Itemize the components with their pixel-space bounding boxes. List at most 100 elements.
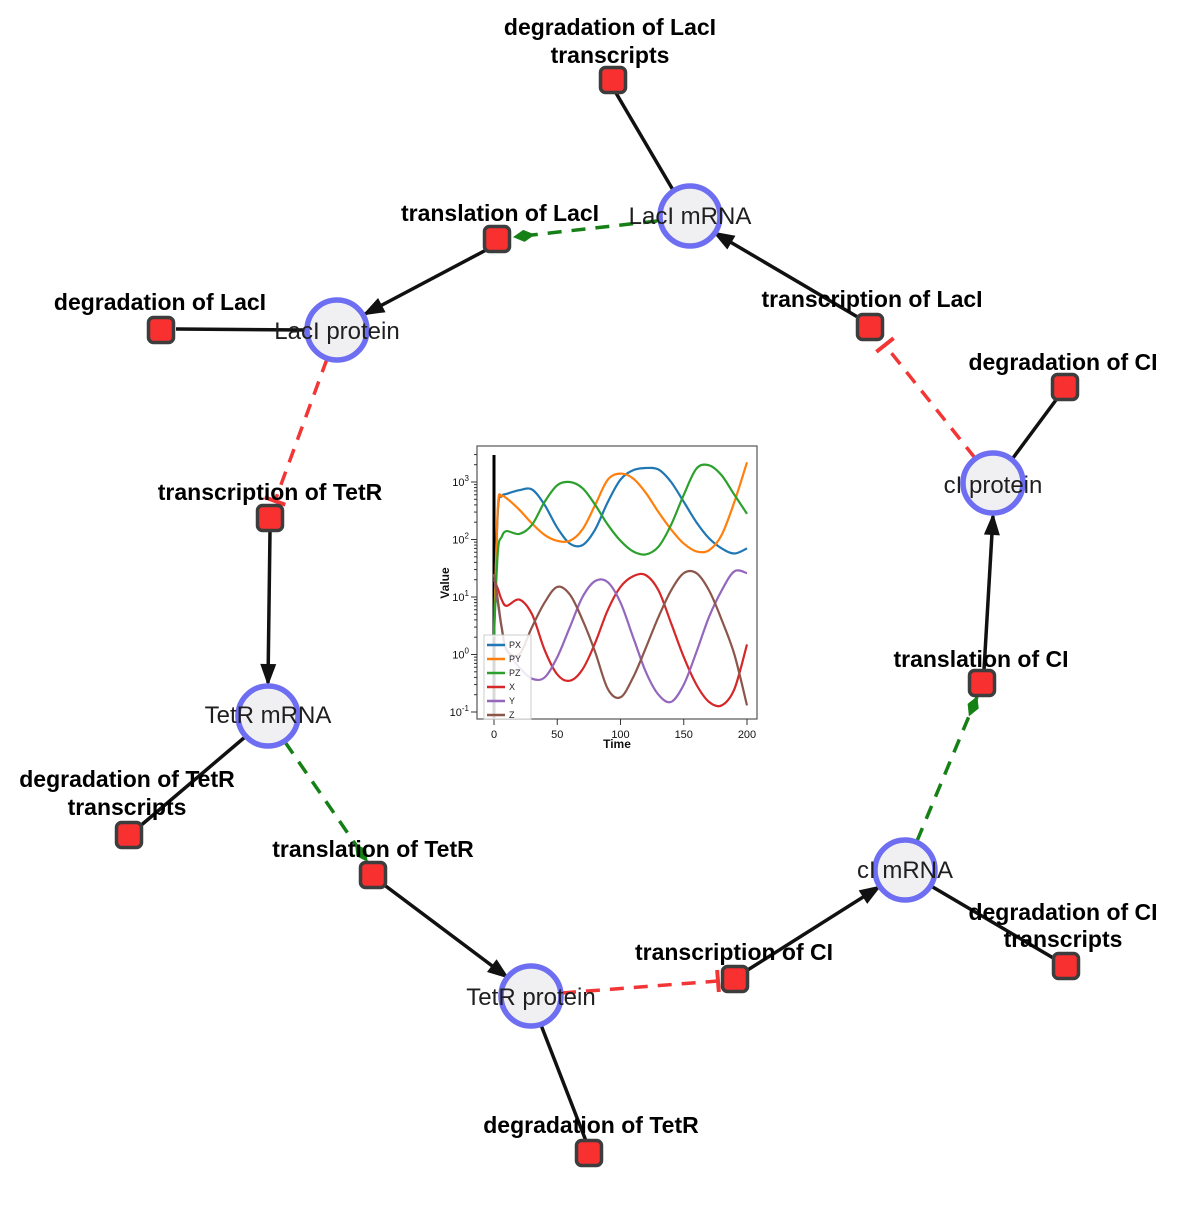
translation-tetr-square[interactable] xyxy=(358,860,388,890)
species-node-ci-mrna: cI mRNA xyxy=(857,837,953,903)
reaction-label: transcripts xyxy=(551,42,670,68)
reaction-label: translation of CI xyxy=(893,646,1068,672)
reaction-node-translation-ci: translation of CI xyxy=(893,646,1069,698)
laci-protein-circle[interactable] xyxy=(304,297,370,363)
reaction-label: degradation of CI xyxy=(968,349,1157,375)
reaction-node-translation-tetr: translation of TetR xyxy=(272,836,474,890)
edge-tetr-mrna-to-degradation-transcripts xyxy=(137,735,247,829)
species-label: LacI mRNA xyxy=(629,203,752,230)
edge-tetr-mrna-catalyzes-translation xyxy=(283,741,369,862)
reaction-label: translation of TetR xyxy=(272,836,474,862)
species-label: cI mRNA xyxy=(857,857,953,884)
y-tick-label: 103 xyxy=(452,474,469,489)
edge-laci-protein-to-degradation xyxy=(175,327,307,332)
transcription-ci-square[interactable] xyxy=(720,964,750,994)
reaction-node-transcription-ci: transcription of CI xyxy=(635,939,833,994)
x-tick-label: 0 xyxy=(491,729,497,741)
species-node-ci-protein: cI protein xyxy=(944,450,1042,516)
legend-label-pz: PZ xyxy=(509,668,521,678)
edge-transcription-produces-laci-mrna xyxy=(712,231,862,321)
reaction-label: degradation of LacI xyxy=(504,14,716,40)
species-node-tetr-mrna: TetR mRNA xyxy=(205,683,332,749)
edge-ci-mrna-to-degradation-transcripts xyxy=(930,884,1056,961)
ci-mrna-circle[interactable] xyxy=(872,837,938,903)
reaction-label: transcription of TetR xyxy=(158,479,383,505)
legend-label-px: PX xyxy=(509,640,521,650)
x-tick-label: 100 xyxy=(611,729,629,741)
edge-laci-protein-inhibits-transcription-tetr xyxy=(263,358,329,507)
edge-translation-produces-tetr-protein xyxy=(381,882,510,979)
edge-translation-produces-ci-protein xyxy=(982,513,1000,671)
y-tick-label: 101 xyxy=(452,589,469,604)
species-node-laci-mrna: LacI mRNA xyxy=(629,183,752,249)
ci-protein-circle[interactable] xyxy=(960,450,1026,516)
reaction-label: translation of LacI xyxy=(401,200,599,226)
reaction-label: transcription of CI xyxy=(635,939,833,965)
reaction-nodes-layer: degradation of LacI transcripts translat… xyxy=(19,14,1158,1168)
species-node-laci-protein: LacI protein xyxy=(274,297,400,363)
degradation-ci-transcripts-square[interactable] xyxy=(1051,951,1081,981)
translation-laci-square[interactable] xyxy=(482,224,512,254)
tetr-protein-circle[interactable] xyxy=(498,963,564,1029)
reaction-label: degradation of TetR xyxy=(19,766,235,792)
edge-tetr-protein-inhibits-transcription-ci xyxy=(561,969,721,995)
transcription-tetr-square[interactable] xyxy=(255,503,285,533)
reaction-label: degradation of LacI xyxy=(54,289,266,315)
y-tick-label: 102 xyxy=(452,532,469,547)
legend-label-z: Z xyxy=(509,710,515,720)
chart-legend-box xyxy=(483,634,532,720)
tetr-mrna-circle[interactable] xyxy=(235,683,301,749)
reaction-label: transcripts xyxy=(68,794,187,820)
reaction-node-degradation-laci-transcripts: degradation of LacI transcripts xyxy=(504,14,716,95)
reaction-node-degradation-tetr-transcripts: degradation of TetR transcripts xyxy=(19,766,235,850)
edge-ci-protein-inhibits-transcription-laci xyxy=(875,336,977,460)
y-tick-label: 10-1 xyxy=(450,704,470,719)
edge-transcription-produces-ci-mrna xyxy=(745,885,882,973)
x-tick-label: 150 xyxy=(675,729,693,741)
degradation-ci-square[interactable] xyxy=(1050,372,1080,402)
species-node-tetr-protein: TetR protein xyxy=(466,963,596,1029)
edge-tetr-protein-to-degradation xyxy=(539,1024,588,1142)
series-curve-px xyxy=(492,466,748,638)
edge-transcription-produces-tetr-mrna xyxy=(260,530,277,686)
degradation-laci-square[interactable] xyxy=(146,315,176,345)
translation-ci-square[interactable] xyxy=(967,668,997,698)
species-label: LacI protein xyxy=(274,318,399,345)
x-axis-title: Time xyxy=(603,737,631,751)
transcription-laci-square[interactable] xyxy=(855,312,885,342)
species-label: TetR mRNA xyxy=(205,702,332,729)
legend-label-x: X xyxy=(509,682,515,692)
edge-translation-produces-laci-protein xyxy=(362,247,489,316)
legend-label-y: Y xyxy=(509,696,515,706)
reaction-label: transcription of LacI xyxy=(761,286,982,312)
edges-layer xyxy=(137,92,1058,1142)
legend-label-py: PY xyxy=(509,654,521,664)
edge-ci-protein-to-degradation xyxy=(1011,398,1058,460)
reaction-node-transcription-tetr: transcription of TetR xyxy=(158,479,383,533)
laci-mrna-circle[interactable] xyxy=(657,183,723,249)
reaction-node-degradation-tetr: degradation of TetR xyxy=(483,1112,699,1168)
series-curve-pz xyxy=(492,463,748,638)
degradation-tetr-transcripts-square[interactable] xyxy=(114,820,144,850)
series-curve-x xyxy=(492,572,749,708)
inset-timeseries-chart: 0 50 100 150 200 10-1 100 101 102 103 Time Value PX P… xyxy=(438,445,758,751)
reaction-node-degradation-ci-transcripts: degradation of CI transcripts xyxy=(968,899,1158,981)
species-label: TetR protein xyxy=(466,984,595,1011)
degradation-tetr-square[interactable] xyxy=(574,1138,604,1168)
reaction-node-degradation-laci: degradation of LacI xyxy=(54,289,266,345)
reaction-label: transcripts xyxy=(1004,926,1123,952)
degradation-laci-transcripts-square[interactable] xyxy=(598,65,628,95)
reaction-label: degradation of TetR xyxy=(483,1112,699,1138)
reaction-node-transcription-laci: transcription of LacI xyxy=(761,286,983,342)
reaction-node-translation-laci: translation of LacI xyxy=(401,200,599,254)
series-curve-py xyxy=(492,461,749,638)
y-tick-label: 100 xyxy=(452,647,469,662)
x-tick-label: 200 xyxy=(738,729,756,741)
reaction-label: degradation of CI xyxy=(968,899,1157,925)
species-nodes-layer: LacI mRNA LacI protein TetR mRNA TetR pr… xyxy=(205,183,1042,1029)
reaction-node-degradation-ci: degradation of CI xyxy=(968,349,1158,402)
edge-ci-mrna-catalyzes-translation xyxy=(915,696,979,842)
y-axis-title: Value xyxy=(438,567,452,599)
